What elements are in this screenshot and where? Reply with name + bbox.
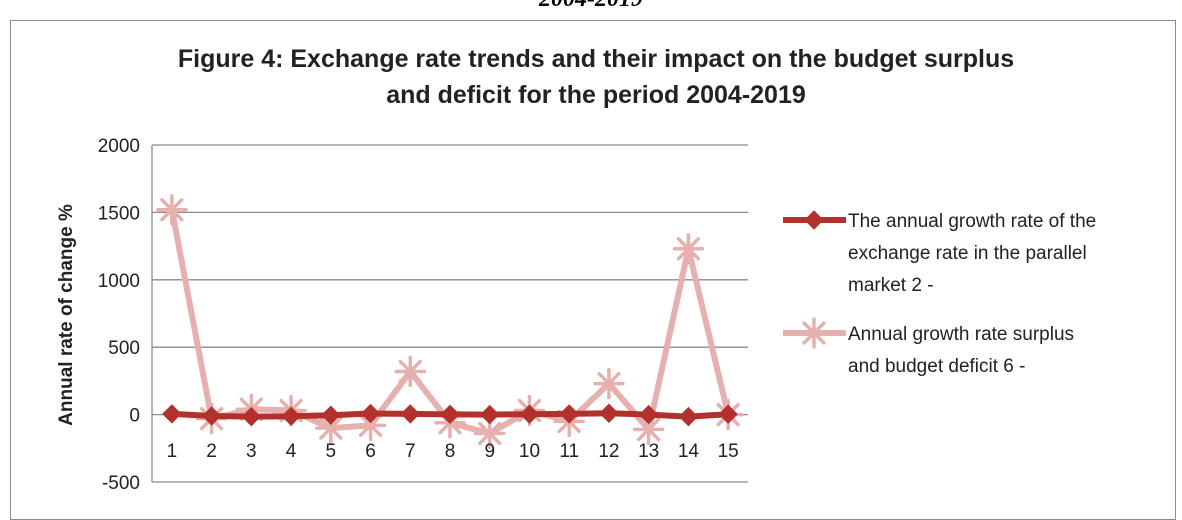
series-1 xyxy=(162,403,738,427)
x-tick-label-7: 7 xyxy=(405,441,416,462)
series-1-point-8 xyxy=(440,404,460,425)
series-1-point-3 xyxy=(241,406,262,427)
y-tick-label-2: 1000 xyxy=(98,271,140,292)
series-1-point-11 xyxy=(559,404,579,424)
series-1-point-7 xyxy=(400,404,420,424)
x-tick-label-10: 10 xyxy=(519,441,540,462)
series-1-point-2 xyxy=(201,406,222,426)
chart-title-line-1: Figure 4: Exchange rate trends and their… xyxy=(178,45,1014,73)
x-tick-label-8: 8 xyxy=(445,441,456,462)
legend-item-2: Annual growth rate surplus and budget def… xyxy=(783,317,1074,377)
series-2-point-6 xyxy=(354,409,387,442)
x-tick-label-11: 11 xyxy=(559,441,579,462)
legend-label-2-line-1: Annual growth rate surplus xyxy=(848,324,1074,345)
series-1-point-6 xyxy=(360,403,381,424)
series-2-point-7 xyxy=(394,355,427,388)
series-2-line xyxy=(168,209,732,437)
chart-title-line-2: and deficit for the period 2004-2019 xyxy=(386,81,806,109)
page-heading: 2004-2019 xyxy=(0,0,1182,13)
series-1-point-12 xyxy=(599,403,619,423)
chart-svg: Figure 4: Exchange rate trends and their… xyxy=(56,45,1096,494)
series-1-point-13 xyxy=(638,404,659,425)
y-tick-labels: 2000 1500 1000 500 0 -500 xyxy=(98,136,140,494)
series-1-point-15 xyxy=(718,404,738,424)
series-2-point-12 xyxy=(593,367,625,400)
chart-frame xyxy=(10,20,1176,520)
y-axis-label: Annual rate of change % xyxy=(56,204,77,426)
series-2-point-14 xyxy=(672,233,705,265)
y-tick-label-4: 0 xyxy=(129,406,140,427)
series-1-point-4 xyxy=(281,406,301,426)
legend-item-1: The annual growth rate of the exchange ra… xyxy=(783,210,1096,296)
x-tick-label-5: 5 xyxy=(326,441,337,462)
x-tick-label-14: 14 xyxy=(678,441,700,462)
legend: The annual growth rate of the exchange ra… xyxy=(783,210,1096,377)
series-1-point-14 xyxy=(678,406,699,427)
series-1-point-1 xyxy=(162,404,182,424)
series-1-point-10 xyxy=(519,404,540,424)
x-tick-label-3: 3 xyxy=(246,441,257,462)
legend-label-1-line-2: exchange rate in the parallel xyxy=(848,243,1087,264)
y-tick-label-0: 2000 xyxy=(98,136,140,157)
legend-marker-1 xyxy=(804,210,824,230)
series-layer xyxy=(156,193,744,450)
y-tick-label-3: 500 xyxy=(108,338,140,359)
y-tick-label-1: 1500 xyxy=(98,203,140,224)
x-tick-label-13: 13 xyxy=(638,441,659,462)
legend-marker-2 xyxy=(798,317,830,349)
legend-label-2-line-2: and budget deficit 6 - xyxy=(848,356,1025,377)
x-tick-label-6: 6 xyxy=(365,441,376,462)
x-tick-label-12: 12 xyxy=(598,441,619,462)
legend-label-1-line-1: The annual growth rate of the xyxy=(848,211,1096,232)
x-tick-label-15: 15 xyxy=(718,441,739,462)
x-tick-label-9: 9 xyxy=(484,441,495,462)
x-tick-labels: 1 2 3 4 5 6 7 8 9 10 11 12 13 14 15 xyxy=(167,441,739,462)
y-tick-label-5: -500 xyxy=(102,473,140,494)
x-tick-label-1: 1 xyxy=(167,441,178,462)
x-tick-label-2: 2 xyxy=(206,441,217,462)
series-1-point-9 xyxy=(480,404,500,425)
series-2-point-1 xyxy=(156,193,188,226)
x-tick-label-4: 4 xyxy=(286,441,297,462)
series-1-point-5 xyxy=(321,405,341,425)
legend-label-1-line-3: market 2 - xyxy=(848,275,934,296)
